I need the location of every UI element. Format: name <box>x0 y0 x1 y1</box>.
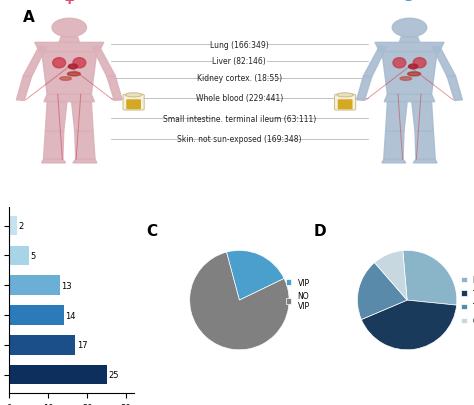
Text: ♂: ♂ <box>399 0 420 6</box>
Text: Whole blood (229:441): Whole blood (229:441) <box>196 94 283 103</box>
Polygon shape <box>447 77 462 101</box>
Polygon shape <box>432 47 456 77</box>
Bar <box>9 216 17 236</box>
Polygon shape <box>107 77 122 101</box>
Ellipse shape <box>392 19 427 38</box>
Ellipse shape <box>73 58 86 69</box>
Polygon shape <box>44 132 64 160</box>
Polygon shape <box>42 53 97 95</box>
FancyBboxPatch shape <box>126 100 141 110</box>
Text: D: D <box>314 224 327 239</box>
Polygon shape <box>375 43 444 53</box>
Text: C: C <box>146 224 157 239</box>
Text: 13: 13 <box>62 281 72 290</box>
Polygon shape <box>382 160 406 164</box>
Text: Skin. not sun-exposed (169:348): Skin. not sun-exposed (169:348) <box>177 135 301 144</box>
Text: 5: 5 <box>30 251 36 260</box>
Ellipse shape <box>408 72 420 77</box>
Polygon shape <box>46 102 67 132</box>
Ellipse shape <box>393 58 406 69</box>
Ellipse shape <box>125 94 142 98</box>
Polygon shape <box>75 132 95 160</box>
Wedge shape <box>403 251 457 305</box>
Text: 2: 2 <box>19 222 24 230</box>
Polygon shape <box>382 53 437 95</box>
Bar <box>9 305 64 325</box>
Polygon shape <box>42 160 65 164</box>
Wedge shape <box>190 252 289 350</box>
Ellipse shape <box>409 65 418 70</box>
Text: ♀: ♀ <box>61 0 78 6</box>
Polygon shape <box>384 132 404 160</box>
Polygon shape <box>92 47 115 77</box>
Text: 17: 17 <box>77 341 88 350</box>
Wedge shape <box>361 301 456 350</box>
Polygon shape <box>73 160 97 164</box>
Text: Kidney cortex. (18:55): Kidney cortex. (18:55) <box>197 74 282 83</box>
Polygon shape <box>364 47 386 77</box>
Legend: Enzyme, Target, Transporter, Carrier: Enzyme, Target, Transporter, Carrier <box>458 273 474 328</box>
Polygon shape <box>412 102 433 132</box>
Polygon shape <box>385 102 407 132</box>
Polygon shape <box>384 95 435 102</box>
Polygon shape <box>44 95 94 102</box>
Ellipse shape <box>413 58 426 69</box>
Ellipse shape <box>60 77 71 81</box>
Wedge shape <box>227 251 284 301</box>
Text: Liver (82:146): Liver (82:146) <box>212 57 266 66</box>
Polygon shape <box>17 77 32 101</box>
FancyBboxPatch shape <box>338 100 353 110</box>
Legend: VIP, NO
VIP: VIP, NO VIP <box>283 275 313 313</box>
Polygon shape <box>59 38 79 43</box>
Ellipse shape <box>53 58 65 69</box>
Ellipse shape <box>52 19 86 38</box>
Wedge shape <box>357 263 407 320</box>
FancyBboxPatch shape <box>123 95 144 111</box>
FancyBboxPatch shape <box>335 95 356 111</box>
Polygon shape <box>400 38 419 43</box>
Text: 25: 25 <box>108 370 118 379</box>
Polygon shape <box>23 47 46 77</box>
Polygon shape <box>415 132 435 160</box>
Text: A: A <box>23 10 35 25</box>
Text: Lung (166:349): Lung (166:349) <box>210 40 269 49</box>
Ellipse shape <box>337 94 354 98</box>
Polygon shape <box>413 160 437 164</box>
Bar <box>9 276 60 295</box>
Polygon shape <box>72 102 93 132</box>
Bar <box>9 335 75 355</box>
Text: 14: 14 <box>65 311 76 320</box>
Ellipse shape <box>68 65 78 70</box>
Polygon shape <box>35 43 104 53</box>
Bar <box>9 365 107 384</box>
Ellipse shape <box>67 72 80 77</box>
Wedge shape <box>374 251 407 301</box>
Ellipse shape <box>400 77 411 81</box>
Bar <box>9 246 29 265</box>
Text: Small intestine. terminal ileum (63:111): Small intestine. terminal ileum (63:111) <box>163 115 316 124</box>
Polygon shape <box>356 77 372 101</box>
